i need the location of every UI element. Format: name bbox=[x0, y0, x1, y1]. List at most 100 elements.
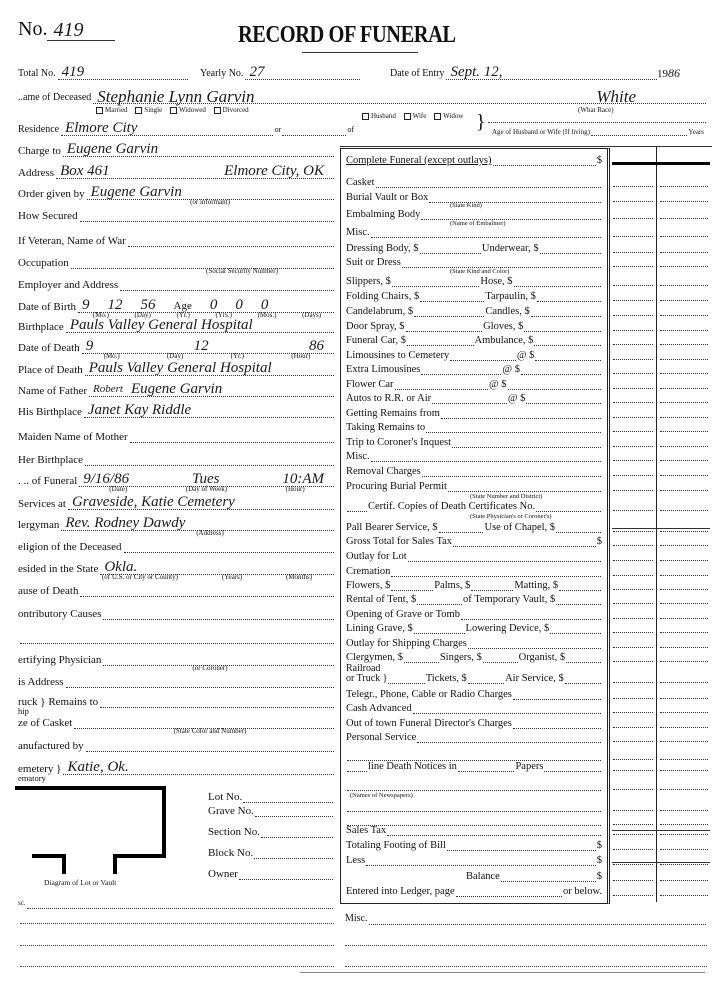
amount-cell[interactable] bbox=[613, 186, 653, 187]
amount-cell[interactable] bbox=[613, 431, 653, 432]
amount-cell[interactable] bbox=[660, 236, 708, 237]
amount-cell[interactable] bbox=[660, 647, 708, 648]
amount-cell[interactable] bbox=[660, 810, 708, 811]
amount-cell[interactable] bbox=[613, 545, 653, 546]
amount-cell[interactable] bbox=[613, 759, 653, 760]
amount-cell[interactable] bbox=[660, 285, 708, 286]
amount-cell[interactable] bbox=[660, 490, 708, 491]
amount-cell[interactable] bbox=[660, 315, 708, 316]
amount-cell[interactable] bbox=[660, 618, 708, 619]
amount-cell[interactable] bbox=[613, 300, 653, 301]
amount-cell[interactable] bbox=[613, 727, 653, 728]
single-checkbox[interactable] bbox=[135, 106, 143, 114]
amount-cell[interactable] bbox=[613, 880, 653, 881]
amount-cell[interactable] bbox=[613, 285, 653, 286]
amount-cell[interactable] bbox=[660, 186, 708, 187]
wife-checkbox[interactable] bbox=[403, 112, 411, 120]
amount-cell[interactable] bbox=[660, 417, 708, 418]
amount-cell[interactable] bbox=[660, 218, 708, 219]
amount-cell[interactable] bbox=[613, 266, 653, 267]
widow-checkbox[interactable] bbox=[434, 112, 442, 120]
amount-cell[interactable] bbox=[613, 446, 653, 447]
amount-cell[interactable] bbox=[660, 589, 708, 590]
amount-cell[interactable] bbox=[613, 330, 653, 331]
divorced-checkbox[interactable] bbox=[213, 106, 221, 114]
amount-cell[interactable] bbox=[613, 315, 653, 316]
amount-cell[interactable] bbox=[613, 460, 653, 461]
amount-cell[interactable] bbox=[613, 834, 653, 835]
amount-cell[interactable] bbox=[660, 603, 708, 604]
amount-cell[interactable] bbox=[613, 895, 653, 896]
amount-cell[interactable] bbox=[660, 741, 708, 742]
amount-cell[interactable] bbox=[660, 201, 708, 202]
amount-cell[interactable] bbox=[660, 712, 708, 713]
amount-cell[interactable] bbox=[613, 789, 653, 790]
amount-cell[interactable] bbox=[660, 344, 708, 345]
husband-checkbox[interactable] bbox=[362, 112, 369, 120]
amount-cell[interactable] bbox=[613, 531, 653, 532]
amount-cell[interactable] bbox=[613, 632, 653, 633]
amount-cell[interactable] bbox=[613, 344, 653, 345]
amount-cell[interactable] bbox=[660, 575, 708, 576]
amount-cell[interactable] bbox=[660, 373, 708, 374]
amount-cell[interactable] bbox=[660, 252, 708, 253]
amount-cell[interactable] bbox=[660, 880, 708, 881]
amount-cell[interactable] bbox=[660, 789, 708, 790]
amount-cell[interactable] bbox=[613, 647, 653, 648]
amount-cell[interactable] bbox=[660, 388, 708, 389]
amount-cell[interactable] bbox=[613, 560, 653, 561]
amount-cell[interactable] bbox=[660, 531, 708, 532]
amount-cell[interactable] bbox=[613, 417, 653, 418]
amount-cell[interactable] bbox=[613, 810, 653, 811]
amount-cell[interactable] bbox=[613, 864, 653, 865]
amount-cell[interactable] bbox=[613, 218, 653, 219]
amount-cell[interactable] bbox=[660, 682, 708, 683]
amount-cell[interactable] bbox=[660, 759, 708, 760]
amount-cell[interactable] bbox=[613, 712, 653, 713]
amount-cell[interactable] bbox=[660, 895, 708, 896]
amount-cell[interactable] bbox=[613, 252, 653, 253]
amount-cell[interactable] bbox=[613, 475, 653, 476]
amount-cell[interactable] bbox=[660, 834, 708, 835]
amount-cell[interactable] bbox=[660, 824, 708, 825]
amount-cell[interactable] bbox=[613, 770, 653, 771]
amount-cell[interactable] bbox=[613, 849, 653, 850]
amount-cell[interactable] bbox=[660, 359, 708, 360]
amount-cell[interactable] bbox=[660, 475, 708, 476]
amount-cell[interactable] bbox=[660, 545, 708, 546]
amount-cell[interactable] bbox=[613, 402, 653, 403]
amount-cell[interactable] bbox=[660, 510, 708, 511]
amount-cell[interactable] bbox=[660, 446, 708, 447]
amount-cell[interactable] bbox=[613, 236, 653, 237]
amount-cell[interactable] bbox=[660, 632, 708, 633]
amount-cell[interactable] bbox=[613, 661, 653, 662]
amount-cell[interactable] bbox=[613, 575, 653, 576]
amount-cell[interactable] bbox=[613, 682, 653, 683]
amount-cell[interactable] bbox=[613, 373, 653, 374]
amount-cell[interactable] bbox=[613, 618, 653, 619]
widowed-checkbox[interactable] bbox=[169, 106, 177, 114]
amount-cell[interactable] bbox=[660, 431, 708, 432]
amount-cell[interactable] bbox=[660, 560, 708, 561]
amount-cell[interactable] bbox=[613, 741, 653, 742]
amount-cell[interactable] bbox=[660, 770, 708, 771]
amount-cell[interactable] bbox=[660, 266, 708, 267]
amount-cell[interactable] bbox=[613, 603, 653, 604]
amount-cell[interactable] bbox=[660, 661, 708, 662]
married-checkbox[interactable] bbox=[96, 106, 103, 114]
amount-cell[interactable] bbox=[613, 698, 653, 699]
amount-cell[interactable] bbox=[613, 490, 653, 491]
amount-cell[interactable] bbox=[660, 300, 708, 301]
amount-cell[interactable] bbox=[660, 698, 708, 699]
amount-cell[interactable] bbox=[660, 460, 708, 461]
amount-cell[interactable] bbox=[660, 849, 708, 850]
amount-cell[interactable] bbox=[660, 330, 708, 331]
amount-cell[interactable] bbox=[613, 589, 653, 590]
amount-cell[interactable] bbox=[613, 824, 653, 825]
amount-cell[interactable] bbox=[660, 402, 708, 403]
amount-cell[interactable] bbox=[613, 510, 653, 511]
amount-cell[interactable] bbox=[660, 864, 708, 865]
amount-cell[interactable] bbox=[660, 727, 708, 728]
amount-cell[interactable] bbox=[613, 201, 653, 202]
amount-cell[interactable] bbox=[613, 388, 653, 389]
